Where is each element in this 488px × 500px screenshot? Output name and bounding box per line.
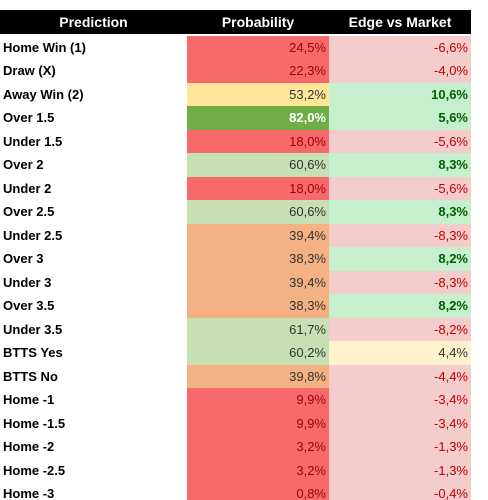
- edge-cell: -3,4%: [329, 388, 471, 412]
- edge-cell: 5,6%: [329, 106, 471, 130]
- probability-cell: 9,9%: [187, 411, 329, 435]
- table-row: Home -1.5 9,9% -3,4%: [0, 411, 471, 435]
- edge-cell: -1,3%: [329, 435, 471, 459]
- table-row: Over 1.5 82,0% 5,6%: [0, 106, 471, 130]
- header-cell: Probability: [221, 14, 295, 30]
- table-row: Over 3 38,3% 8,2%: [0, 247, 471, 271]
- row-label: Over 2: [3, 157, 44, 173]
- row-label: Over 3.5: [3, 298, 55, 314]
- table-row: Draw (X) 22,3% -4,0%: [0, 59, 471, 83]
- row-label: Home -1.5: [3, 415, 66, 431]
- row-label: Under 3.5: [3, 321, 63, 337]
- edge-cell: 8,2%: [329, 247, 471, 271]
- probability-cell: 38,3%: [187, 247, 329, 271]
- table-row: Home -1 9,9% -3,4%: [0, 388, 471, 412]
- edge-cell: 8,2%: [329, 294, 471, 318]
- probability-cell: 82,0%: [187, 106, 329, 130]
- probability-cell: 3,2%: [187, 435, 329, 459]
- header-cell: Prediction: [59, 14, 128, 30]
- edge-cell: -6,6%: [329, 35, 471, 59]
- probability-cell: 39,8%: [187, 364, 329, 388]
- row-label: Home Win (1): [3, 39, 86, 55]
- row-label: Under 2: [3, 180, 52, 196]
- row-label: Home -1: [3, 392, 55, 408]
- row-label: Home -2.5: [3, 462, 66, 478]
- table-row: Over 3.5 38,3% 8,2%: [0, 294, 471, 318]
- table-row: Under 2.5 39,4% -8,3%: [0, 223, 471, 247]
- row-label: Draw (X): [3, 63, 56, 79]
- probability-cell: 22,3%: [187, 59, 329, 83]
- probability-cell: 38,3%: [187, 294, 329, 318]
- row-label: BTTS Yes: [3, 345, 63, 361]
- probability-cell: 39,4%: [187, 223, 329, 247]
- header-row: Prediction Probability Edge vs Market: [0, 10, 471, 34]
- table-row: Under 3 39,4% -8,3%: [0, 270, 471, 294]
- table-row: Under 1.5 18,0% -5,6%: [0, 129, 471, 153]
- edge-cell: 8,3%: [329, 200, 471, 224]
- table-row: Away Win (2) 53,2% 10,6%: [0, 82, 471, 106]
- edge-cell: -3,4%: [329, 411, 471, 435]
- table-row: Under 2 18,0% -5,6%: [0, 176, 471, 200]
- probability-cell: 3,2%: [187, 458, 329, 482]
- edge-cell: -1,3%: [329, 458, 471, 482]
- edge-cell: -8,2%: [329, 317, 471, 341]
- table-row: Under 3.5 61,7% -8,2%: [0, 317, 471, 341]
- row-label: Under 3: [3, 274, 52, 290]
- row-label: Home -3: [3, 486, 55, 500]
- probability-cell: 9,9%: [187, 388, 329, 412]
- probability-cell: 0,8%: [187, 482, 329, 500]
- edge-cell: 8,3%: [329, 153, 471, 177]
- table-row: Home -2.5 3,2% -1,3%: [0, 458, 471, 482]
- probability-cell: 18,0%: [187, 129, 329, 153]
- row-label: Away Win (2): [3, 86, 84, 102]
- edge-cell: -5,6%: [329, 176, 471, 200]
- table-row: Home -2 3,2% -1,3%: [0, 435, 471, 459]
- probability-cell: 24,5%: [187, 35, 329, 59]
- probability-cell: 18,0%: [187, 176, 329, 200]
- row-label: BTTS No: [3, 368, 58, 384]
- probability-cell: 60,6%: [187, 153, 329, 177]
- table-row: Home Win (1) 24,5% -6,6%: [0, 35, 471, 59]
- table-row: Over 2 60,6% 8,3%: [0, 153, 471, 177]
- edge-cell: -8,3%: [329, 223, 471, 247]
- row-label: Over 3: [3, 251, 44, 267]
- probability-cell: 39,4%: [187, 270, 329, 294]
- edge-cell: -5,6%: [329, 129, 471, 153]
- table-row: Home -3 0,8% -0,4%: [0, 482, 471, 500]
- row-label: Over 2.5: [3, 204, 55, 220]
- row-label: Home -2: [3, 439, 55, 455]
- probability-cell: 53,2%: [187, 82, 329, 106]
- header-cell: Edge vs Market: [348, 14, 452, 30]
- edge-cell: -0,4%: [329, 482, 471, 500]
- table-row: Over 2.5 60,6% 8,3%: [0, 200, 471, 224]
- probability-cell: 61,7%: [187, 317, 329, 341]
- row-label: Under 2.5: [3, 227, 63, 243]
- probability-cell: 60,2%: [187, 341, 329, 365]
- table-row: BTTS Yes 60,2% 4,4%: [0, 341, 471, 365]
- edge-cell: 10,6%: [329, 82, 471, 106]
- row-label: Over 1.5: [3, 110, 55, 126]
- row-label: Under 1.5: [3, 133, 63, 149]
- probability-cell: 60,6%: [187, 200, 329, 224]
- table-row: BTTS No 39,8% -4,4%: [0, 364, 471, 388]
- edge-cell: 4,4%: [329, 341, 471, 365]
- edge-cell: -4,0%: [329, 59, 471, 83]
- edge-cell: -8,3%: [329, 270, 471, 294]
- edge-cell: -4,4%: [329, 364, 471, 388]
